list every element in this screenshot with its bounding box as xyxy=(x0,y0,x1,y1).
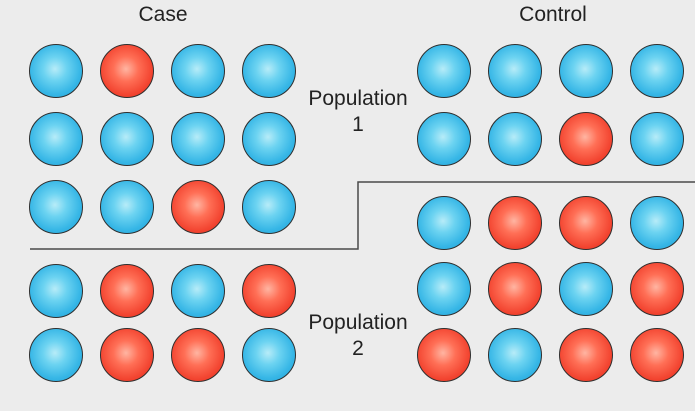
case-header: Case xyxy=(138,3,188,26)
population-2-label-line1: Population xyxy=(308,311,408,334)
population-1-control-individual-blue xyxy=(417,44,471,98)
population-1-control-individual-blue xyxy=(488,44,542,98)
population-2-control-individual-blue xyxy=(488,328,542,382)
population-1-case-individual-blue xyxy=(242,180,296,234)
population-1-case-individual-blue xyxy=(29,180,83,234)
population-2-case-individual-blue xyxy=(29,264,83,318)
population-1-control-individual-blue xyxy=(630,44,684,98)
control-header: Control xyxy=(519,3,587,26)
population-2-case-individual-red xyxy=(171,328,225,382)
population-2-control-individual-red xyxy=(417,328,471,382)
population-1-control-individual-blue xyxy=(488,112,542,166)
population-2-control-individual-blue xyxy=(417,196,471,250)
population-1-case-individual-blue xyxy=(242,112,296,166)
population-2-label: Population 2 xyxy=(308,310,407,362)
population-1-case-individual-blue xyxy=(100,112,154,166)
population-2-label-line2: 2 xyxy=(352,337,364,360)
population-1-control-individual-blue xyxy=(630,112,684,166)
population-2-control-individual-red xyxy=(488,196,542,250)
population-2-control-individual-red xyxy=(630,262,684,316)
population-2-control-individual-red xyxy=(630,328,684,382)
population-2-case-individual-red xyxy=(100,328,154,382)
population-2-control-individual-blue xyxy=(559,262,613,316)
population-1-case-individual-blue xyxy=(29,44,83,98)
population-2-case-individual-blue xyxy=(242,328,296,382)
population-2-case-individual-blue xyxy=(29,328,83,382)
population-1-case-individual-red xyxy=(100,44,154,98)
population-2-control-individual-red xyxy=(559,328,613,382)
population-divider xyxy=(30,181,695,250)
population-1-case-individual-red xyxy=(171,180,225,234)
population-1-control-individual-red xyxy=(559,112,613,166)
population-2-control-individual-red xyxy=(559,196,613,250)
population-1-label: Population 1 xyxy=(308,86,407,138)
population-2-control-individual-blue xyxy=(417,262,471,316)
population-1-label-line2: 1 xyxy=(352,113,364,136)
population-1-case-individual-blue xyxy=(242,44,296,98)
population-2-control-individual-red xyxy=(488,262,542,316)
population-2-control-individual-blue xyxy=(630,196,684,250)
population-1-case-individual-blue xyxy=(171,112,225,166)
population-1-case-individual-blue xyxy=(171,44,225,98)
population-1-label-line1: Population xyxy=(308,87,408,110)
population-1-control-individual-blue xyxy=(559,44,613,98)
population-1-case-individual-blue xyxy=(29,112,83,166)
population-1-case-individual-blue xyxy=(100,180,154,234)
population-2-case-individual-red xyxy=(242,264,296,318)
population-2-case-individual-blue xyxy=(171,264,225,318)
population-1-control-individual-blue xyxy=(417,112,471,166)
population-2-case-individual-red xyxy=(100,264,154,318)
